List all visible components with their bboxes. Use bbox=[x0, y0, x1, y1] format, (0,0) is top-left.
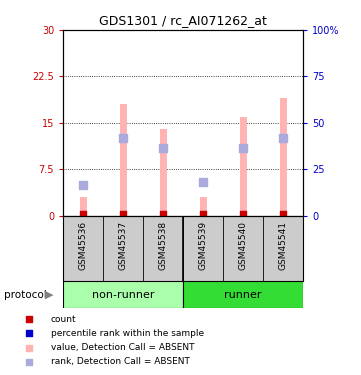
Title: GDS1301 / rc_AI071262_at: GDS1301 / rc_AI071262_at bbox=[99, 15, 267, 27]
Text: percentile rank within the sample: percentile rank within the sample bbox=[51, 329, 204, 338]
Text: value, Detection Call = ABSENT: value, Detection Call = ABSENT bbox=[51, 343, 194, 352]
Point bbox=[160, 145, 166, 151]
Point bbox=[120, 211, 126, 217]
Point bbox=[120, 135, 126, 141]
Point bbox=[26, 316, 32, 322]
Bar bbox=[240, 117, 247, 216]
Text: GSM45539: GSM45539 bbox=[199, 221, 208, 270]
Point bbox=[160, 211, 166, 217]
Point bbox=[26, 330, 32, 336]
Bar bbox=[160, 129, 167, 216]
Point bbox=[240, 145, 246, 151]
Point bbox=[200, 178, 206, 184]
Bar bbox=[183, 281, 303, 308]
Point bbox=[26, 359, 32, 365]
Point bbox=[240, 211, 246, 217]
Text: GSM45540: GSM45540 bbox=[239, 221, 248, 270]
Point bbox=[280, 135, 286, 141]
Bar bbox=[200, 197, 207, 216]
Point bbox=[80, 182, 86, 188]
Point bbox=[280, 211, 286, 217]
Text: GSM45537: GSM45537 bbox=[119, 221, 128, 270]
Text: count: count bbox=[51, 315, 76, 324]
Point bbox=[26, 345, 32, 351]
Text: protocol: protocol bbox=[4, 290, 46, 300]
Point bbox=[80, 211, 86, 217]
Bar bbox=[63, 281, 183, 308]
Text: non-runner: non-runner bbox=[92, 290, 155, 300]
Text: runner: runner bbox=[225, 290, 262, 300]
Text: GSM45536: GSM45536 bbox=[79, 221, 88, 270]
Text: rank, Detection Call = ABSENT: rank, Detection Call = ABSENT bbox=[51, 357, 190, 366]
Bar bbox=[79, 197, 87, 216]
Text: GSM45541: GSM45541 bbox=[279, 221, 288, 270]
Point bbox=[200, 211, 206, 217]
Text: GSM45538: GSM45538 bbox=[159, 221, 168, 270]
Text: ▶: ▶ bbox=[44, 290, 53, 300]
Bar bbox=[280, 98, 287, 216]
Bar bbox=[119, 104, 127, 216]
